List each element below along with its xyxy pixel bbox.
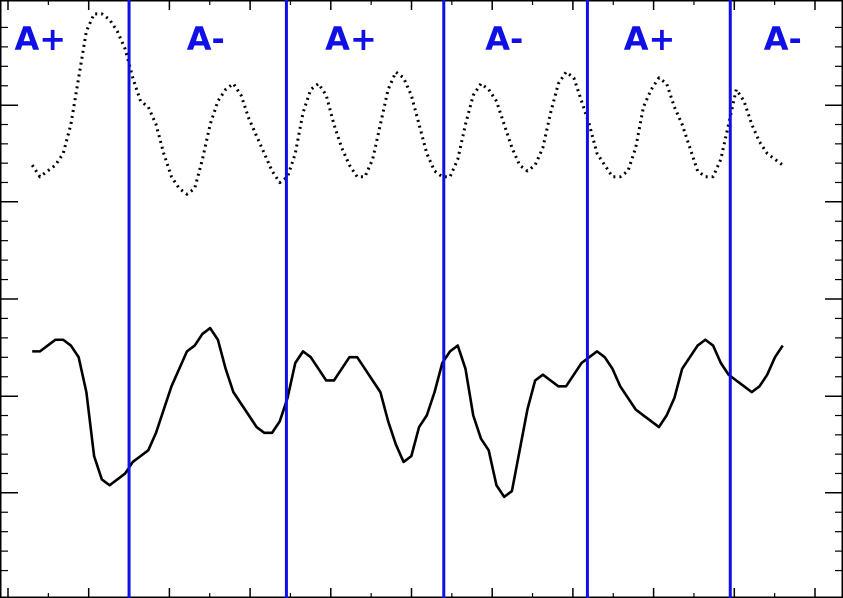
series-line-solid	[32, 326, 784, 499]
polarity-label: A-	[764, 20, 802, 58]
polarity-label: A-	[187, 20, 225, 58]
polarity-boundaries	[127, 0, 732, 598]
polarity-label: A+	[325, 20, 377, 58]
polarity-label: A+	[14, 20, 66, 58]
polarity-label: A-	[485, 20, 523, 58]
series-line-dotted	[30, 12, 784, 196]
polarity-label: A+	[624, 20, 676, 58]
polarity-labels: A+ A- A+ A- A+ A-	[14, 20, 801, 58]
series-layer	[30, 12, 784, 499]
